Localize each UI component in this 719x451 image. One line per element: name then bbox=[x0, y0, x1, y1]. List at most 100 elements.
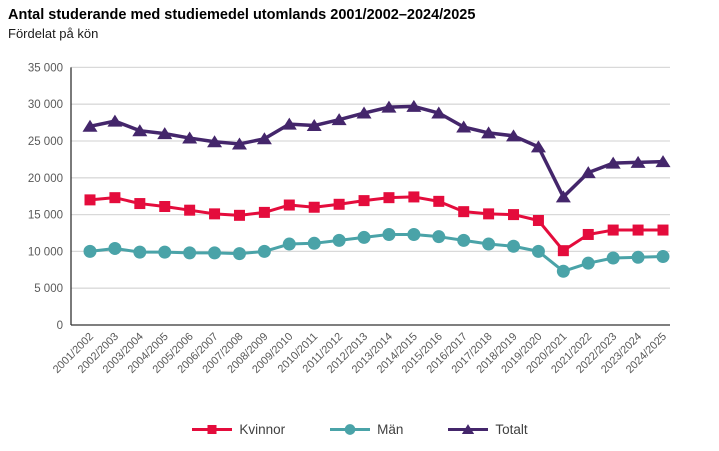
y-tick-label: 15 000 bbox=[28, 210, 63, 222]
y-tick-label: 10 000 bbox=[28, 246, 63, 258]
data-point-marker bbox=[532, 214, 544, 226]
data-point-marker bbox=[158, 245, 172, 259]
data-point-marker bbox=[356, 106, 372, 119]
chart-canvas: 0 5 000 10 000 15 000 20 000 25 000 30 000 35 0… bbox=[28, 62, 671, 376]
data-point-marker bbox=[357, 230, 371, 244]
legend-swatch-totalt bbox=[448, 424, 489, 435]
data-point-marker bbox=[344, 424, 356, 435]
data-point-marker bbox=[407, 227, 421, 241]
data-point-marker bbox=[184, 204, 196, 216]
data-point-marker bbox=[462, 424, 475, 435]
data-point-marker bbox=[530, 140, 546, 153]
x-axis-labels: 2001/20022002/20032003/20042004/20052005… bbox=[51, 331, 669, 376]
y-tick-label: 20 000 bbox=[28, 173, 63, 185]
data-point-marker bbox=[508, 209, 520, 221]
series-kvinnor bbox=[84, 191, 669, 257]
data-point-marker bbox=[182, 131, 198, 144]
data-point-marker bbox=[256, 132, 272, 145]
series-line bbox=[89, 195, 663, 253]
data-point-marker bbox=[132, 124, 148, 137]
y-axis-labels: 0 5 000 10 000 15 000 20 000 25 000 30 000 35 0… bbox=[28, 62, 63, 332]
data-point-marker bbox=[307, 236, 321, 250]
data-point-marker bbox=[657, 224, 669, 236]
data-point-marker bbox=[108, 241, 122, 255]
data-point-marker bbox=[630, 155, 646, 168]
data-point-marker bbox=[283, 199, 295, 211]
y-tick-label: 25 000 bbox=[28, 136, 63, 148]
data-point-marker bbox=[506, 129, 522, 142]
data-point-marker bbox=[107, 114, 123, 127]
data-point-marker bbox=[84, 194, 96, 206]
data-point-marker bbox=[632, 224, 644, 236]
legend: Kvinnor Män Totalt bbox=[0, 422, 719, 437]
data-point-marker bbox=[655, 155, 671, 168]
legend-label-man: Män bbox=[377, 422, 404, 437]
data-point-marker bbox=[383, 192, 395, 204]
data-point-marker bbox=[207, 135, 223, 148]
series-mn bbox=[83, 227, 670, 278]
data-point-marker bbox=[82, 119, 98, 132]
data-point-marker bbox=[580, 166, 596, 179]
legend-item-kvinnor: Kvinnor bbox=[191, 422, 285, 437]
legend-item-totalt: Totalt bbox=[447, 422, 528, 437]
data-point-marker bbox=[531, 244, 545, 258]
data-point-marker bbox=[607, 224, 619, 236]
data-point-marker bbox=[507, 239, 521, 253]
data-point-marker bbox=[557, 245, 569, 257]
data-point-marker bbox=[208, 246, 222, 260]
data-point-marker bbox=[183, 246, 197, 260]
data-point-marker bbox=[482, 237, 496, 251]
legend-label-kvinnor: Kvinnor bbox=[239, 422, 286, 437]
data-point-marker bbox=[232, 247, 246, 261]
data-point-marker bbox=[458, 206, 470, 218]
data-point-marker bbox=[581, 256, 595, 270]
data-point-marker bbox=[556, 264, 570, 278]
data-point-marker bbox=[257, 244, 271, 258]
data-point-marker bbox=[282, 237, 296, 251]
y-tick-label: 5 000 bbox=[34, 283, 63, 295]
data-point-marker bbox=[582, 228, 594, 240]
data-point-marker bbox=[456, 120, 472, 133]
data-point-marker bbox=[159, 201, 171, 213]
data-point-marker bbox=[258, 206, 270, 218]
y-tick-label: 30 000 bbox=[28, 99, 63, 111]
data-point-marker bbox=[483, 208, 495, 220]
data-point-marker bbox=[331, 113, 347, 126]
legend-swatch-kvinnor bbox=[192, 424, 233, 435]
y-tick-label: 0 bbox=[57, 320, 63, 332]
data-point-marker bbox=[308, 201, 320, 213]
data-point-marker bbox=[605, 156, 621, 169]
data-point-marker bbox=[358, 195, 370, 207]
chart-subtitle: Fördelat på kön bbox=[8, 26, 99, 41]
series-line bbox=[89, 104, 664, 199]
data-point-marker bbox=[656, 250, 670, 264]
data-point-marker bbox=[134, 198, 146, 210]
data-point-marker bbox=[231, 137, 247, 150]
data-point-marker bbox=[207, 424, 217, 435]
data-point-marker bbox=[157, 127, 173, 140]
data-point-marker bbox=[481, 126, 497, 139]
data-point-marker bbox=[408, 191, 420, 203]
legend-label-totalt: Totalt bbox=[495, 422, 528, 437]
data-point-marker bbox=[432, 230, 446, 244]
legend-item-man: Män bbox=[329, 422, 403, 437]
data-point-marker bbox=[382, 227, 396, 241]
data-point-marker bbox=[306, 119, 322, 132]
data-point-marker bbox=[431, 106, 447, 119]
y-tick-label: 35 000 bbox=[28, 62, 63, 74]
data-point-marker bbox=[209, 208, 221, 220]
data-point-marker bbox=[281, 117, 297, 130]
series-totalt bbox=[82, 99, 671, 203]
data-point-marker bbox=[457, 233, 471, 247]
data-point-marker bbox=[555, 190, 571, 203]
data-point-marker bbox=[631, 250, 645, 264]
legend-swatch-man bbox=[330, 424, 371, 435]
data-point-marker bbox=[233, 209, 245, 221]
data-point-marker bbox=[433, 195, 445, 207]
data-point-marker bbox=[333, 198, 345, 210]
data-point-marker bbox=[381, 100, 397, 113]
chart-title: Antal studerande med studiemedel utomlan… bbox=[8, 7, 476, 23]
data-point-marker bbox=[83, 244, 97, 258]
data-point-marker bbox=[332, 233, 346, 247]
